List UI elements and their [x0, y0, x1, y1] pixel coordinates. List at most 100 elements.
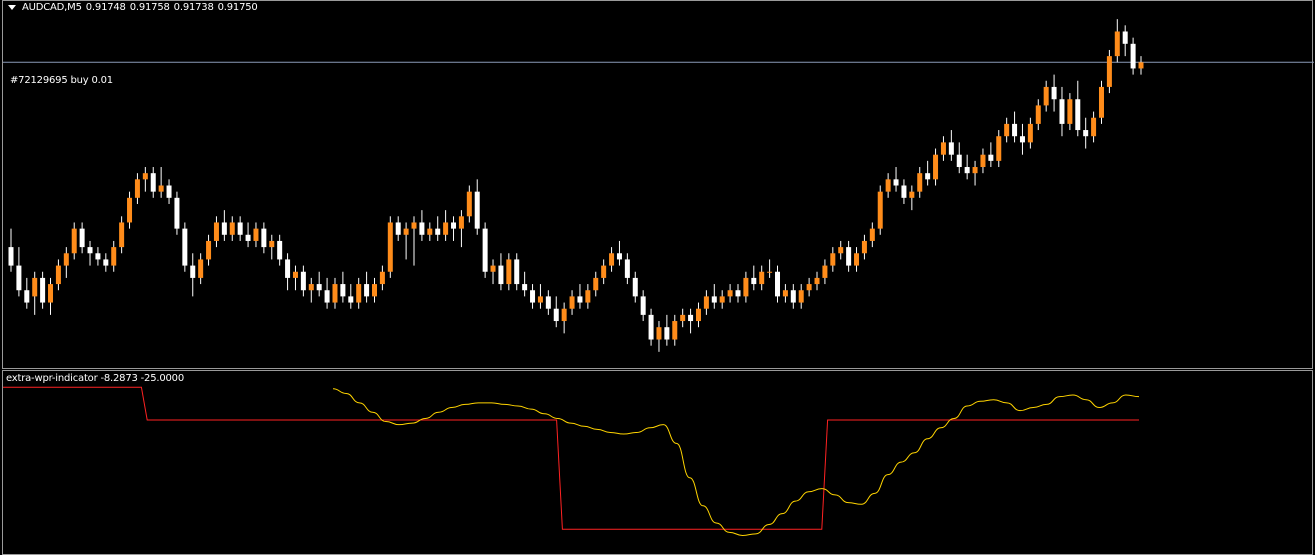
candle-body [988, 154, 994, 161]
candle-body [537, 296, 543, 303]
candle [680, 308, 686, 328]
candle-body [174, 197, 180, 229]
candle [553, 296, 559, 328]
candle-body [530, 290, 536, 303]
candle [648, 308, 654, 346]
candle [387, 216, 393, 278]
candle-body [95, 253, 101, 260]
candle [530, 284, 536, 309]
candle [640, 290, 646, 322]
candle [482, 222, 488, 278]
candle-body [119, 222, 125, 248]
candle-body [585, 290, 591, 303]
candle-body [356, 284, 362, 303]
indicator-canvas[interactable] [3, 371, 1314, 554]
candle [703, 290, 709, 315]
candle-body [379, 271, 385, 285]
candle [537, 284, 543, 309]
candle-body [482, 228, 488, 272]
candle-body [522, 284, 528, 291]
price-chart-pane[interactable]: AUDCAD,M5 0.91748 0.91758 0.91738 0.9175… [2, 0, 1314, 369]
candle-body [506, 259, 512, 285]
candle [182, 222, 188, 272]
candle [55, 259, 61, 291]
candle-body [703, 296, 709, 309]
collapse-triangle-icon[interactable] [8, 5, 16, 10]
candle [545, 290, 551, 315]
candle [1122, 25, 1128, 57]
candle-body [466, 191, 472, 217]
ohlc-high: 0.91758 [129, 2, 170, 13]
candle-body [1004, 123, 1010, 137]
candle-body [411, 222, 417, 229]
candle [727, 284, 733, 303]
candle [451, 216, 457, 241]
candle [901, 179, 907, 204]
candle [371, 277, 377, 303]
candle [996, 130, 1002, 168]
candle [822, 259, 828, 285]
candle [174, 191, 180, 235]
ohlc-close: 0.91750 [217, 2, 258, 13]
candle-body [134, 179, 140, 198]
candle-body [672, 321, 678, 340]
candle-body [79, 228, 85, 248]
candle [87, 240, 93, 266]
candle-body [593, 277, 599, 291]
candle-body [150, 173, 156, 192]
candle [119, 216, 125, 254]
candle-body [213, 222, 219, 241]
candle [861, 234, 867, 260]
candle [743, 271, 749, 303]
candle [601, 259, 607, 285]
candle-body [1035, 105, 1041, 124]
candle-body [695, 308, 701, 322]
candle-body [324, 290, 330, 303]
candle [814, 271, 820, 291]
candle [198, 253, 204, 285]
candle-body [229, 222, 235, 235]
candle [150, 167, 156, 198]
candle-body [55, 265, 61, 285]
candle-body [190, 265, 196, 278]
candle [577, 284, 583, 309]
candle-body [616, 253, 622, 260]
candle [1051, 74, 1057, 112]
candle-body [1138, 62, 1144, 69]
price-chart-canvas[interactable] [3, 1, 1314, 368]
candle [348, 284, 354, 309]
candle-body [182, 228, 188, 266]
candle [16, 247, 22, 297]
candle-body [601, 265, 607, 278]
candle [775, 265, 781, 303]
candle [988, 142, 994, 168]
candle [261, 222, 267, 254]
candle-body [300, 271, 306, 291]
candle [427, 222, 433, 241]
candle [656, 321, 662, 352]
candle [1098, 80, 1104, 124]
candle-body [972, 167, 978, 174]
candle [790, 284, 796, 309]
candle [32, 271, 38, 315]
indicator-pane[interactable]: extra-wpr-indicator -8.2873 -25.0000 [2, 370, 1313, 555]
candle [909, 185, 915, 211]
candle [956, 142, 962, 174]
candle-body [640, 296, 646, 315]
candle-body [798, 290, 804, 303]
candle-body [435, 228, 441, 235]
candle-body [158, 185, 164, 192]
candle-body [711, 296, 717, 303]
candle-body [16, 265, 22, 291]
candle-body [340, 284, 346, 297]
candle-body [1122, 31, 1128, 44]
candle-body [1075, 99, 1081, 131]
candle-body [885, 179, 891, 192]
candle-body [427, 228, 433, 235]
candle [1114, 19, 1120, 63]
candle-body [688, 314, 694, 322]
candle [300, 265, 306, 297]
candle-body [142, 173, 148, 180]
candle-body [909, 191, 915, 198]
candle-body [253, 228, 259, 241]
